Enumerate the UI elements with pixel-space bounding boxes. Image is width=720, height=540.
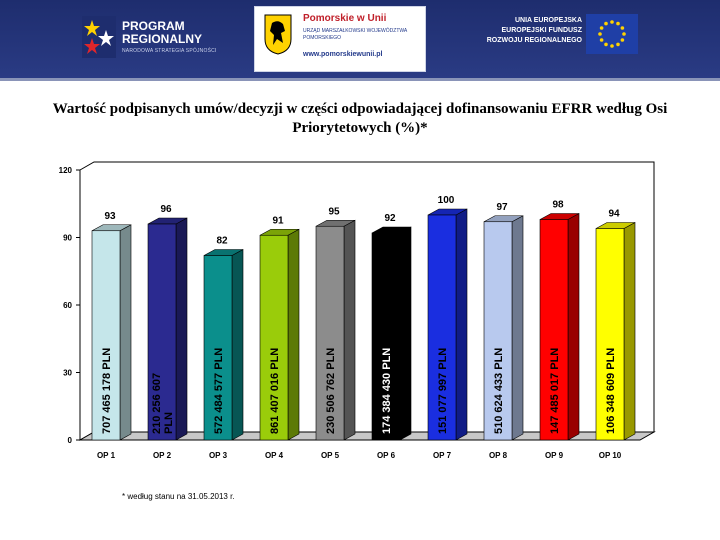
bar-value-label: 82 <box>216 236 228 247</box>
bar-amount-label: 510 624 433 PLN <box>493 348 505 434</box>
x-tick-label: OP 5 <box>321 451 340 460</box>
bar-side <box>567 212 580 441</box>
y-tick-label: 0 <box>68 436 73 445</box>
bar <box>595 228 625 441</box>
eu-star <box>610 20 614 24</box>
bar-value-label: 98 <box>552 200 564 211</box>
program-title-line1: PROGRAM <box>122 19 185 33</box>
pomorskie-url: www.pomorskiewunii.pl <box>303 51 383 58</box>
eu-star <box>599 26 604 30</box>
y-tick-label: 120 <box>59 166 73 175</box>
bar-amount-label: 106 348 609 PLN <box>605 348 617 434</box>
eu-text-line2: EUROPEJSKI FUNDUSZ <box>501 27 582 34</box>
eu-star <box>620 26 625 30</box>
bar-side <box>175 217 188 441</box>
bar <box>539 219 569 441</box>
bar <box>147 223 177 441</box>
bar-value-label: 92 <box>384 213 396 224</box>
eu-star <box>610 44 614 48</box>
bar-value-label: 95 <box>328 206 340 217</box>
bar-side <box>231 248 244 441</box>
eu-flag-icon <box>586 14 638 54</box>
pomorskie-title: Pomorskie w Unii <box>303 13 387 24</box>
bar-side <box>623 221 636 441</box>
banner-divider <box>0 78 720 81</box>
x-tick-label: OP 8 <box>489 451 508 460</box>
program-stars-icon <box>82 16 116 58</box>
bar-value-label: 96 <box>160 204 172 215</box>
x-tick-label: OP 7 <box>433 451 452 460</box>
bar-amount-label: 151 077 997 PLN <box>437 348 449 434</box>
bar <box>427 214 457 441</box>
bar <box>371 232 401 441</box>
program-subtitle: NARODOWA STRATEGIA SPÓJNOŚCI <box>122 48 217 54</box>
eu-text-line1: UNIA EUROPEJSKA <box>514 17 582 24</box>
pomorskie-subtitle: URZĄD MARSZAŁKOWSKI WOJEWÓDZTWA POMORSKI… <box>303 28 407 41</box>
bar-value-label: 91 <box>272 215 284 226</box>
bar-amount-label: 174 384 430 PLN <box>381 348 393 434</box>
bar-side <box>511 215 524 441</box>
program-title: PROGRAM REGIONALNY <box>122 20 202 46</box>
eu-star <box>620 38 625 42</box>
bar-side <box>119 224 132 441</box>
header-banner: PROGRAM REGIONALNY NARODOWA STRATEGIA SP… <box>0 0 720 78</box>
x-tick-label: OP 1 <box>97 451 116 460</box>
bar-side <box>343 219 356 441</box>
eu-fund-text: UNIA EUROPEJSKA EUROPEJSKI FUNDUSZ ROZWO… <box>460 16 582 46</box>
bar-side <box>287 228 300 441</box>
bar-amount-label: 707 465 178 PLN <box>101 348 113 434</box>
program-regionalny-logo: PROGRAM REGIONALNY NARODOWA STRATEGIA SP… <box>82 14 222 62</box>
bar <box>91 230 121 441</box>
bar <box>483 221 513 441</box>
griffin-crest-icon <box>264 14 292 55</box>
eu-star <box>622 32 626 36</box>
y-tick-label: 60 <box>63 301 72 310</box>
chart-title: Wartość podpisanych umów/decyzji w częśc… <box>52 101 668 136</box>
eu-star <box>604 21 608 26</box>
y-tick-label: 30 <box>63 369 72 378</box>
x-tick-label: OP 4 <box>265 451 284 460</box>
bar-amount-label: PLN <box>163 412 175 434</box>
bar-amount-label: 861 407 016 PLN <box>269 348 281 434</box>
footnote: * według stanu na 31.05.2013 r. <box>122 492 235 501</box>
eu-text-line3: ROZWOJU REGIONALNEGO <box>486 37 582 44</box>
x-tick-label: OP 6 <box>377 451 396 460</box>
bar-side <box>455 208 468 441</box>
bar-value-label: 97 <box>496 202 508 213</box>
bar-amount-label: 147 485 017 PLN <box>549 348 561 434</box>
eu-star <box>599 38 604 42</box>
bar-side <box>399 226 412 441</box>
bar <box>315 225 345 441</box>
pomorskie-logo: Pomorskie w Unii URZĄD MARSZAŁKOWSKI WOJ… <box>254 6 426 72</box>
x-tick-label: OP 3 <box>209 451 228 460</box>
bar-amount-label: 210 256 607 <box>151 373 163 434</box>
x-tick-label: OP 2 <box>153 451 172 460</box>
bar-value-label: 100 <box>438 195 455 206</box>
eu-star <box>616 21 620 26</box>
eu-star <box>616 42 620 47</box>
bar-amount-label: 230 506 762 PLN <box>325 348 337 434</box>
x-tick-label: OP 9 <box>545 451 564 460</box>
program-title-line2: REGIONALNY <box>122 32 203 46</box>
eu-star <box>598 32 602 36</box>
x-tick-label: OP 10 <box>599 451 622 460</box>
bar-value-label: 93 <box>104 211 116 222</box>
bar <box>203 255 233 441</box>
bar-amount-label: 572 484 577 PLN <box>213 348 225 434</box>
y-tick-label: 90 <box>63 234 72 243</box>
bar <box>259 234 289 441</box>
eu-star <box>604 42 608 47</box>
bar-value-label: 94 <box>608 209 620 220</box>
